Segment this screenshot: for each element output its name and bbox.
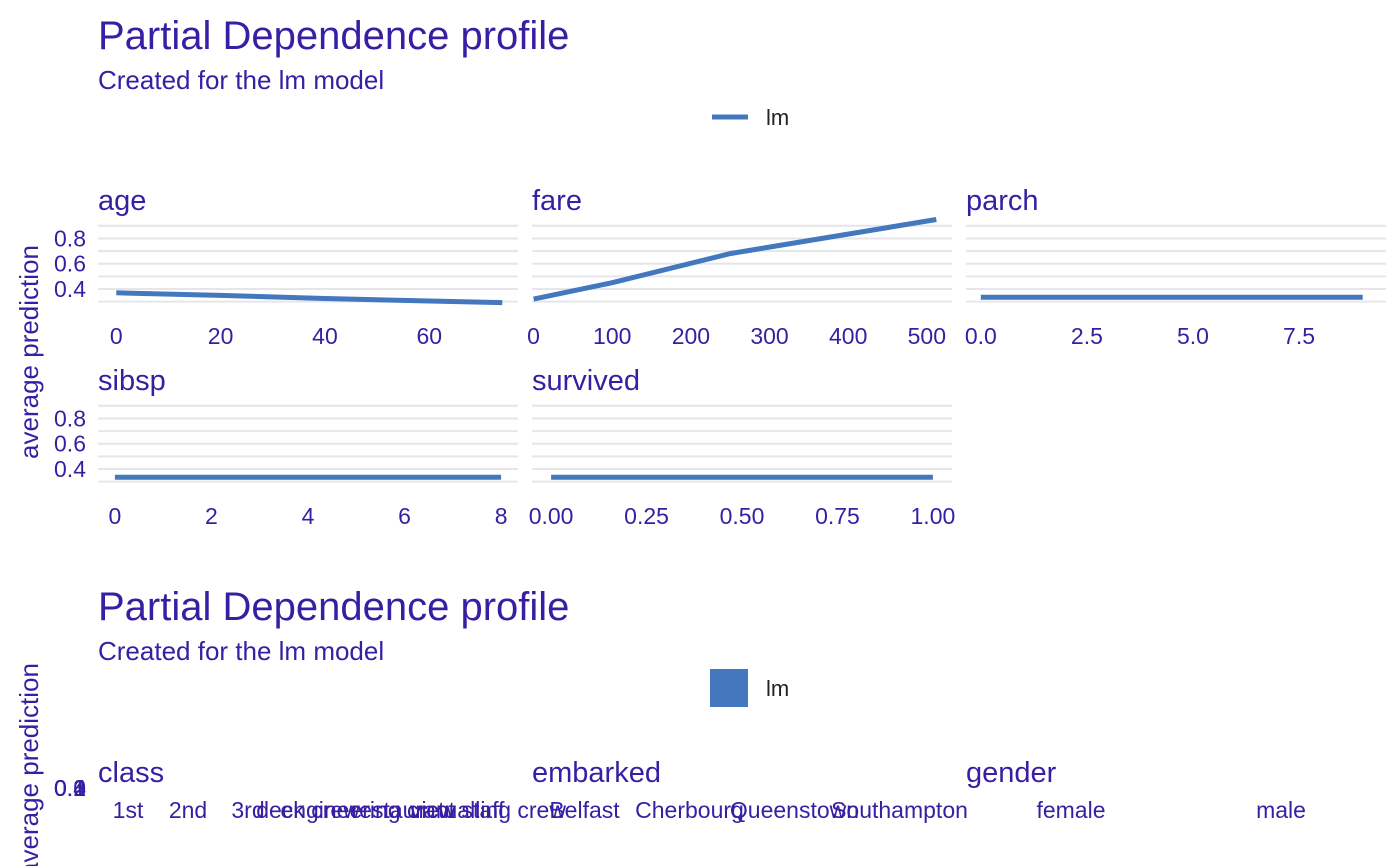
y-tick-label: 0.8 bbox=[54, 405, 86, 431]
x-tick-label: 8 bbox=[495, 503, 508, 529]
panel-gender: gender female male bbox=[966, 757, 1306, 823]
x-tick-label: 60 bbox=[417, 323, 443, 349]
panel-title: embarked bbox=[532, 757, 661, 789]
figure-2-legend-key bbox=[710, 669, 748, 707]
figure-2-subtitle: Created for the lm model bbox=[98, 636, 384, 666]
figure-1-subtitle: Created for the lm model bbox=[98, 65, 384, 95]
x-tick-label: 500 bbox=[908, 323, 946, 349]
figure-1-legend-label: lm bbox=[766, 105, 789, 130]
panel-title: age bbox=[98, 185, 146, 217]
y-tick-label: 0.3 bbox=[54, 775, 86, 801]
y-tick-label: 0.4 bbox=[54, 456, 86, 482]
figure-2-title: Partial Dependence profile bbox=[98, 585, 569, 629]
x-tick-label: 2.5 bbox=[1071, 323, 1103, 349]
x-tick-label: 4 bbox=[302, 503, 315, 529]
x-tick-label: male bbox=[1256, 797, 1306, 823]
panel-title: parch bbox=[966, 185, 1039, 217]
figure-1-y-axis-label: average prediction bbox=[14, 245, 44, 459]
x-tick-label: victualling crew bbox=[410, 797, 566, 823]
panel-survived: survived 0.00 0.25 0.50 0.75 1.00 bbox=[529, 365, 956, 529]
x-tick-label: 20 bbox=[208, 323, 234, 349]
panel-title: class bbox=[98, 757, 164, 789]
x-tick-label: 0 bbox=[110, 323, 123, 349]
y-tick-label: 0.4 bbox=[54, 276, 86, 302]
x-tick-label: 7.5 bbox=[1283, 323, 1315, 349]
x-tick-label: Southampton bbox=[831, 797, 968, 823]
figure-2-y-axis-label: average prediction bbox=[14, 663, 44, 866]
panel-title: sibsp bbox=[98, 365, 166, 397]
panel-title: survived bbox=[532, 365, 640, 397]
x-tick-label: 2 bbox=[205, 503, 218, 529]
x-tick-label: restaurant staff bbox=[352, 797, 506, 823]
x-tick-label: 0 bbox=[527, 323, 540, 349]
x-tick-label: 0.50 bbox=[720, 503, 765, 529]
x-tick-label: 6 bbox=[398, 503, 411, 529]
x-tick-label: 0.25 bbox=[624, 503, 669, 529]
x-tick-label: deck crew bbox=[256, 797, 360, 823]
x-tick-label: Cherbourg bbox=[635, 797, 744, 823]
panel-title: gender bbox=[966, 757, 1057, 789]
x-tick-label: Belfast bbox=[549, 797, 620, 823]
series-line-lm bbox=[116, 290, 503, 306]
y-tick-label: 0.6 bbox=[54, 431, 86, 457]
x-tick-label: 2nd bbox=[169, 797, 207, 823]
y-tick-label: 0.8 bbox=[54, 225, 86, 251]
figure-1-title: Partial Dependence profile bbox=[98, 14, 569, 58]
x-tick-label: 400 bbox=[829, 323, 867, 349]
series-line-lm bbox=[533, 217, 937, 302]
y-tick-label: 0.1 bbox=[54, 775, 86, 801]
y-tick-label: 0.0 bbox=[54, 775, 86, 801]
x-tick-label: female bbox=[1036, 797, 1105, 823]
x-tick-label: 0.75 bbox=[815, 503, 860, 529]
panel-fare: fare 0 100 200 300 400 500 bbox=[527, 185, 952, 349]
x-tick-label: 0.00 bbox=[529, 503, 574, 529]
x-tick-label: 100 bbox=[593, 323, 631, 349]
panel-sibsp: sibsp 0.40.60.8 0 2 4 6 8 bbox=[54, 365, 518, 529]
figure-2-legend-label: lm bbox=[766, 676, 789, 701]
x-tick-label: 40 bbox=[312, 323, 338, 349]
x-tick-label: engineering crew bbox=[280, 797, 456, 823]
panel-age: age 0.40.60.8 0 20 40 60 bbox=[54, 185, 518, 349]
panel-title: fare bbox=[532, 185, 582, 217]
y-tick-label: 0.6 bbox=[54, 251, 86, 277]
x-tick-label: 5.0 bbox=[1177, 323, 1209, 349]
x-tick-label: 0 bbox=[108, 503, 121, 529]
x-tick-label: 0.0 bbox=[965, 323, 997, 349]
y-tick-label: 0.2 bbox=[54, 775, 86, 801]
x-tick-label: 300 bbox=[750, 323, 788, 349]
x-tick-label: 3rd bbox=[231, 797, 264, 823]
x-tick-label: 1.00 bbox=[911, 503, 956, 529]
x-tick-label: Queenstown bbox=[730, 797, 859, 823]
panel-embarked: embarked Belfast CherbourgQueenstownSoutha… bbox=[532, 757, 968, 823]
x-tick-label: 200 bbox=[672, 323, 710, 349]
y-tick-label: 0.4 bbox=[54, 775, 86, 801]
x-tick-label: 1st bbox=[113, 797, 144, 823]
panel-parch: parch 0.0 2.5 5.0 7.5 bbox=[965, 185, 1386, 349]
